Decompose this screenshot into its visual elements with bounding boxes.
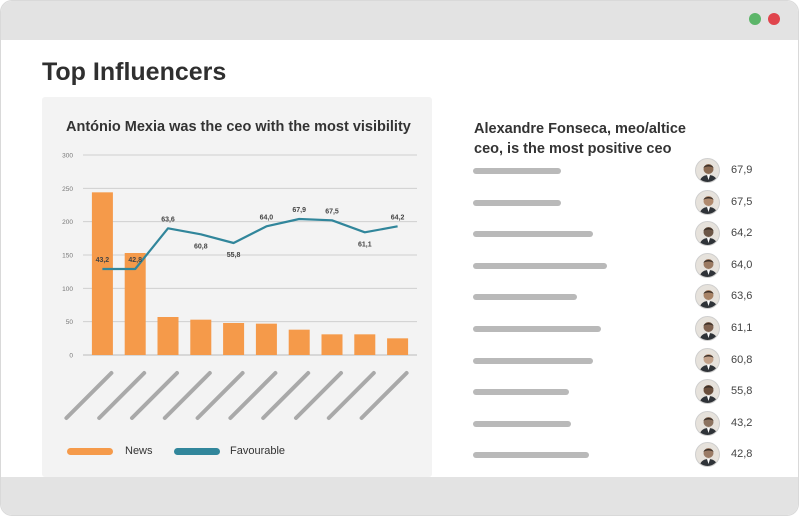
ranking-row: 55,8	[471, 379, 771, 405]
ranking-value: 61,1	[731, 322, 753, 334]
close-button[interactable]	[768, 13, 780, 25]
legend-favourable-label: Favourable	[230, 445, 286, 457]
data-label-favourable: 64,0	[260, 214, 274, 221]
x-category-label-placeholder	[64, 371, 114, 420]
x-category-label-placeholder	[294, 371, 343, 420]
ranking-bar-placeholder	[473, 168, 561, 174]
ranking-bar-placeholder	[473, 199, 561, 206]
data-label-favourable: 61,1	[358, 241, 372, 248]
y-tick-label: 200	[62, 219, 73, 226]
ceo-avatar	[695, 379, 720, 405]
ranking-value: 43,2	[731, 416, 753, 429]
ceo-avatar	[695, 410, 720, 436]
title-bar	[1, 1, 798, 40]
x-category-label-placeholder	[162, 371, 212, 420]
bar-line-chart: 0 50 100 150 200 250 300 43,2 42,8 63,6 60,8 55,8 64…	[62, 153, 417, 420]
ceo-avatar	[695, 284, 720, 310]
x-category-label-placeholder	[97, 371, 147, 420]
ranking-value: 64,2	[731, 227, 753, 240]
data-label-favourable: 67,5	[325, 208, 339, 215]
bar-news	[190, 319, 212, 355]
minimize-button[interactable]	[749, 13, 761, 25]
bar-news	[157, 317, 179, 355]
ranking-row: 64,2	[471, 221, 771, 247]
x-category-label-placeholder	[130, 371, 179, 420]
ranking-row: 43,2	[471, 410, 771, 437]
bar-news	[91, 192, 113, 355]
ceo-avatar	[695, 347, 720, 373]
ceo-avatar	[695, 252, 720, 278]
bar-news	[321, 334, 343, 355]
ranking-bar-placeholder	[473, 326, 601, 332]
ranking-row: 61,1	[471, 316, 771, 342]
bar-news	[354, 334, 376, 355]
y-tick-label: 100	[62, 286, 73, 293]
ranking-bar-placeholder	[473, 294, 577, 301]
ranking-row: 42,8	[471, 442, 771, 468]
y-tick-label: 50	[66, 319, 74, 326]
ranking-value: 64,0	[731, 258, 753, 271]
ranking-bar-placeholder	[473, 357, 593, 364]
x-category-label-placeholder	[195, 371, 245, 420]
legend-favourable-swatch	[174, 448, 220, 455]
x-category-label-placeholder	[359, 371, 409, 420]
ranking-row: 67,9	[471, 158, 771, 184]
data-label-favourable: 64,2	[391, 214, 405, 221]
ranking-value: 55,8	[731, 385, 753, 398]
bar-news	[223, 323, 245, 355]
ranking-title: Alexandre Fonseca, meo/altice ceo, is th…	[474, 121, 686, 157]
ranking-bar-placeholder	[473, 420, 571, 427]
ranking-row: 63,6	[471, 284, 771, 310]
x-category-label-placeholder	[261, 371, 311, 420]
bar-news	[387, 338, 409, 355]
bar-news	[124, 253, 146, 355]
ranking-bar-placeholder	[473, 262, 607, 269]
ranking-value: 42,8	[731, 448, 753, 461]
ceo-avatar	[695, 316, 720, 341]
data-label-favourable: 55,8	[227, 252, 241, 259]
y-tick-label: 0	[69, 353, 73, 360]
data-label-favourable: 43,2	[96, 257, 110, 264]
data-label-favourable: 63,6	[161, 216, 175, 223]
ranking-value: 67,9	[731, 164, 753, 176]
ceo-avatar	[695, 442, 720, 468]
ranking-row: 64,0	[471, 252, 771, 279]
ranking-row: 60,8	[471, 347, 771, 374]
x-category-label-placeholder	[326, 371, 376, 420]
ranking-value: 60,8	[731, 353, 753, 366]
bar-news	[255, 323, 277, 355]
y-tick-label: 150	[62, 253, 73, 260]
ranking-bar-placeholder	[473, 231, 593, 238]
footer-bar	[1, 477, 798, 515]
ranking-value: 67,5	[731, 195, 753, 208]
ranking-row: 67,5	[471, 189, 771, 216]
chart-title: António Mexia was the ceo with the most …	[66, 119, 411, 135]
legend-news-swatch	[67, 448, 113, 455]
legend-news-label: News	[125, 445, 153, 457]
ranking-bar-placeholder	[473, 389, 569, 396]
line-favourable	[102, 217, 398, 271]
x-category-label-placeholder	[228, 371, 278, 420]
y-tick-label: 250	[62, 186, 73, 193]
ranking-bar-placeholder	[473, 452, 589, 459]
ceo-avatar	[695, 189, 720, 215]
data-label-favourable: 60,8	[194, 243, 208, 250]
data-label-favourable: 67,9	[292, 207, 306, 214]
ceo-avatar	[695, 221, 720, 247]
bar-news	[288, 329, 310, 355]
page-title: Top Influencers	[42, 58, 227, 86]
y-tick-label: 300	[62, 153, 73, 160]
data-label-favourable: 42,8	[128, 257, 142, 264]
ceo-avatar	[695, 158, 720, 183]
ranking-value: 63,6	[731, 290, 753, 303]
